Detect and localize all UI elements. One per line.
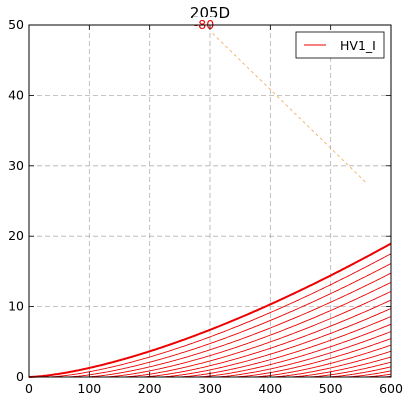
y-tick-label: 30 (8, 158, 24, 173)
legend-label-hv1-i: HV1_I (340, 38, 376, 53)
legend: HV1_I (295, 31, 385, 59)
y-tick-label: 50 (8, 17, 24, 32)
y-tick-label: 0 (16, 369, 24, 384)
x-tick-label: 500 (319, 381, 343, 396)
plate-curve (29, 253, 392, 378)
plate-curve (29, 242, 392, 378)
load-line (203, 24, 368, 184)
x-tick-label: 400 (258, 381, 282, 396)
x-tick-label: 0 (25, 381, 33, 396)
x-tick-label: 600 (379, 381, 403, 396)
ticks-layer: 0 100 200 300 400 500 600 0 10 20 30 40 50 (8, 17, 403, 396)
y-tick-label: 40 (8, 87, 24, 102)
y-tick-label: 20 (8, 228, 24, 243)
x-tick-label: 300 (198, 381, 222, 396)
load-line-layer (203, 24, 368, 184)
x-tick-label: 100 (77, 381, 101, 396)
grid-layer (29, 25, 391, 377)
x-tick-label: 200 (138, 381, 162, 396)
y-tick-label: 10 (8, 299, 24, 314)
